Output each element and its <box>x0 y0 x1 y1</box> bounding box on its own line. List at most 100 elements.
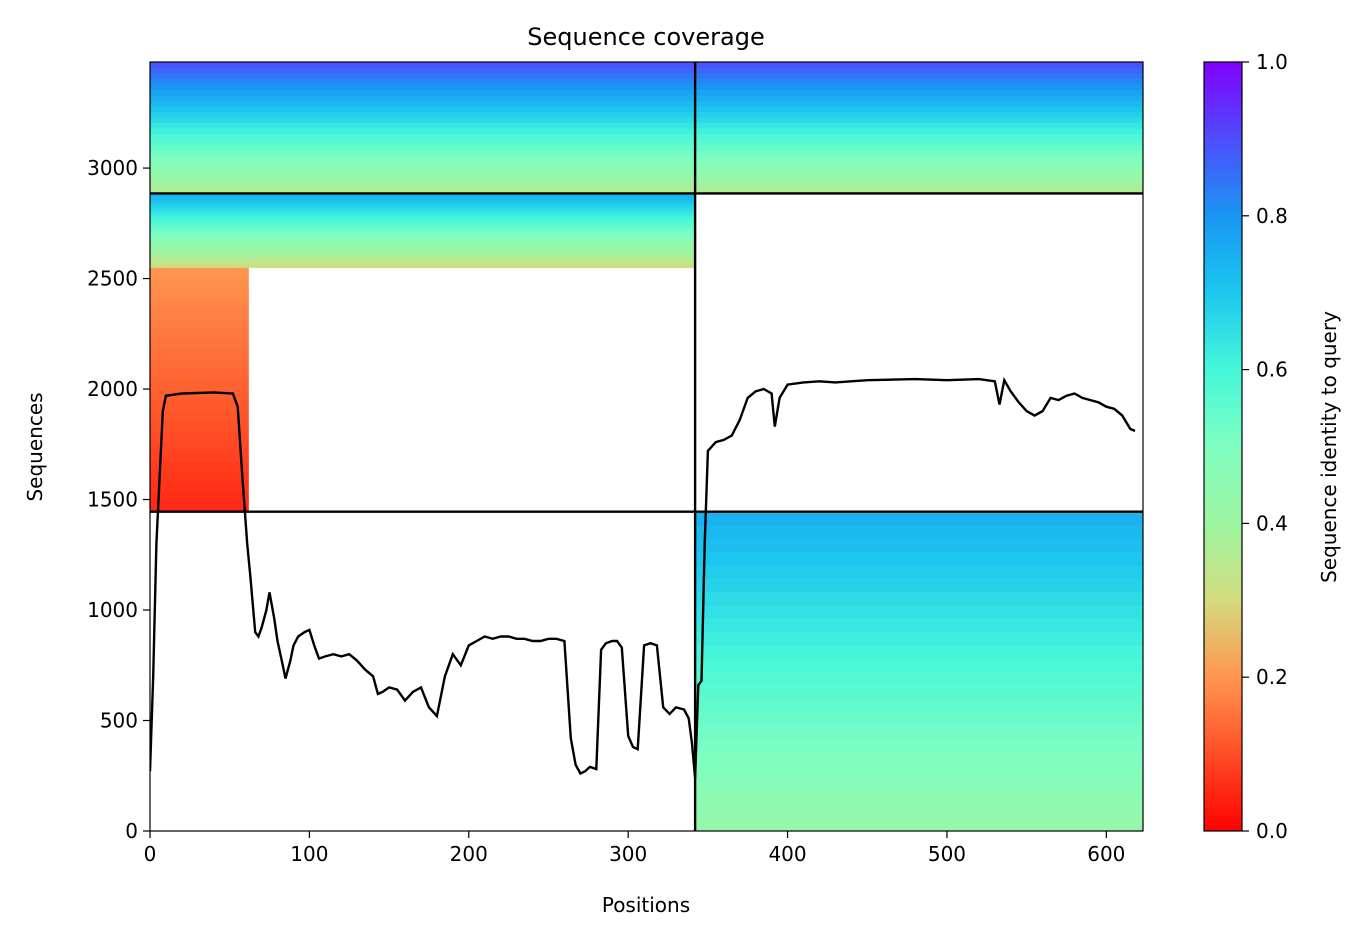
heatmap-band <box>695 684 1143 699</box>
heatmap-band <box>150 233 696 238</box>
heatmap-band <box>150 105 1143 112</box>
heatmap-band <box>150 258 696 262</box>
heatmap-band <box>695 724 1143 739</box>
heatmap-band <box>150 460 249 472</box>
heatmap-band <box>150 111 1143 118</box>
heatmap-band <box>150 160 1143 167</box>
heatmap-band <box>150 144 1143 151</box>
heatmap-band <box>150 440 249 452</box>
heatmap-band <box>150 138 1143 145</box>
heatmap-band <box>150 230 696 235</box>
heatmap-band <box>150 369 249 381</box>
block-separators <box>150 62 1143 831</box>
heatmap-band <box>695 804 1143 819</box>
heatmap-band <box>150 122 1143 129</box>
heatmap-band <box>150 211 696 216</box>
x-tick-label: 500 <box>928 842 966 866</box>
heatmap-band <box>150 62 1143 69</box>
x-tick-label: 100 <box>290 842 328 866</box>
heatmap-band <box>695 511 1143 526</box>
heatmap-band <box>695 751 1143 766</box>
heatmap-band <box>150 261 696 266</box>
colorbar-label: Sequence identity to query <box>1317 311 1341 583</box>
heatmap-band <box>150 277 249 289</box>
x-axis-ticks: 0 100 200 300 400 500 600 <box>144 831 1125 866</box>
heatmap-band <box>150 255 696 259</box>
colorbar-tick-label: 0.8 <box>1256 204 1288 228</box>
heatmap-band <box>150 318 249 330</box>
colorbar <box>1203 61 1243 832</box>
heatmap-band <box>695 671 1143 686</box>
y-tick-label: 2000 <box>87 377 138 401</box>
heatmap-band <box>150 155 1143 162</box>
heatmap-band <box>150 127 1143 134</box>
heatmap-band <box>150 409 249 421</box>
x-tick-label: 300 <box>609 842 647 866</box>
y-tick-label: 2500 <box>87 267 138 291</box>
x-tick-label: 0 <box>144 842 157 866</box>
heatmap-band <box>695 791 1143 805</box>
x-axis-label: Positions <box>602 893 690 917</box>
heatmap-band <box>150 182 1143 189</box>
x-tick-label: 200 <box>450 842 488 866</box>
heatmap-band <box>150 205 696 210</box>
y-tick-label: 1500 <box>87 488 138 512</box>
heatmap-band <box>150 218 696 222</box>
colorbar-ticks: 0.0 0.2 0.4 0.6 0.8 1.0 <box>1242 50 1288 843</box>
axes-frame <box>149 61 1144 832</box>
colorbar-tick-label: 0.4 <box>1256 511 1288 535</box>
heatmap-band <box>150 308 249 319</box>
heatmap-band <box>695 538 1143 553</box>
heatmap-band <box>150 221 696 225</box>
heatmap-band <box>695 777 1143 792</box>
y-axis-label: Sequences <box>23 392 47 501</box>
heatmap-band <box>150 470 249 482</box>
heatmap-band <box>150 116 1143 123</box>
heatmap-band <box>150 252 696 256</box>
heatmap-band <box>150 196 696 201</box>
heatmap-band <box>150 83 1143 90</box>
coverage-line <box>150 376 1136 779</box>
y-tick-label: 1000 <box>87 598 138 622</box>
heatmap-band <box>150 348 249 360</box>
heatmap-band <box>150 501 249 513</box>
heatmap-band <box>150 202 696 207</box>
heatmap-band <box>150 188 1143 195</box>
heatmap-band <box>150 239 696 244</box>
heatmap-band <box>150 67 1143 74</box>
heatmap-band <box>695 764 1143 779</box>
heatmap-band <box>695 591 1143 606</box>
colorbar-tick-label: 0.2 <box>1256 665 1288 689</box>
heatmap-band <box>695 737 1143 752</box>
heatmap-band <box>695 551 1143 566</box>
heatmap-band <box>150 236 696 241</box>
heatmap-band <box>150 298 249 309</box>
heatmap-band <box>150 338 249 350</box>
coverage-heatmap <box>150 62 1143 831</box>
heatmap-band <box>695 631 1143 646</box>
heatmap-band <box>695 564 1143 579</box>
heatmap-band <box>150 133 1143 140</box>
heatmap-band <box>150 481 249 492</box>
heatmap-band <box>695 604 1143 619</box>
heatmap-band <box>150 177 1143 184</box>
heatmap-band <box>695 578 1143 593</box>
heatmap-band <box>150 399 249 411</box>
heatmap-band <box>150 227 696 232</box>
heatmap-band <box>695 618 1143 633</box>
heatmap-band <box>150 450 249 462</box>
heatmap-band <box>150 430 249 442</box>
heatmap-band <box>150 89 1143 96</box>
y-axis-ticks: 0 500 1000 1500 2000 2500 3000 <box>87 156 150 843</box>
heatmap-band <box>150 224 696 229</box>
heatmap-band <box>150 208 696 213</box>
x-tick-label: 600 <box>1087 842 1125 866</box>
heatmap-band <box>150 359 249 370</box>
heatmap-band <box>150 491 249 503</box>
heatmap-band <box>150 389 249 401</box>
heatmap-band <box>150 199 696 204</box>
heatmap-band <box>695 658 1143 672</box>
heatmap-band <box>150 379 249 391</box>
heatmap-band <box>150 328 249 340</box>
